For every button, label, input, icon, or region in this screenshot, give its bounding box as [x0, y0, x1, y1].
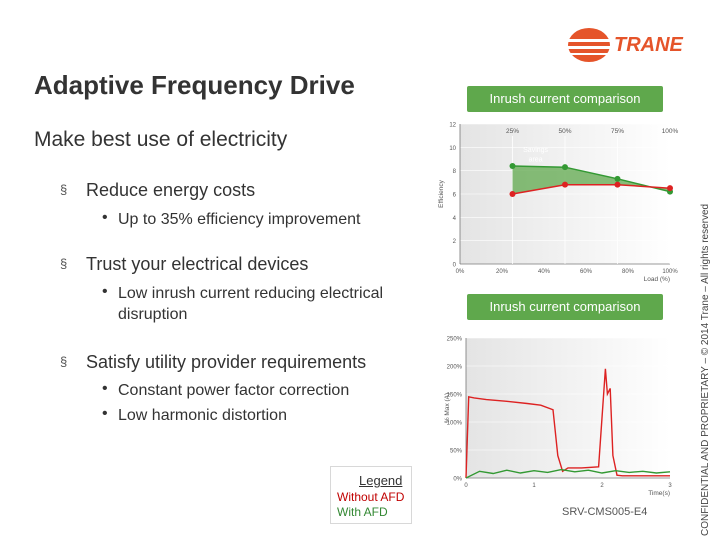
slide-subtitle: Make best use of electricity [34, 128, 288, 151]
x-tick-label: 40% [538, 269, 551, 275]
data-point [509, 163, 516, 169]
top-tick-label: 100% [662, 128, 679, 135]
y-tick-label: 8 [453, 169, 457, 175]
data-point [562, 181, 568, 188]
trane-logo: TRANE [566, 26, 688, 64]
x-tick-label: 0% [456, 269, 465, 275]
y-tick-label: 50% [450, 449, 463, 455]
sub-bullet-mark: • [102, 380, 108, 397]
inrush-chart: 250% 200% 150% 100% 50% 0%0 1 2 3 % Max (A) Time(s… [444, 337, 672, 498]
y-tick-label: 10 [449, 146, 456, 152]
y-tick-label: 100% [447, 421, 463, 427]
y-tick-label: 0 [453, 263, 457, 269]
slide-title: Adaptive Frequency Drive [34, 70, 355, 100]
x-tick-label: 1 [532, 483, 536, 489]
legend-with-afd: With AFD [337, 505, 388, 519]
bullet-text: Reduce energy costs [86, 180, 256, 200]
series-line [465, 468, 671, 479]
x-tick-label: 100% [662, 269, 678, 275]
series-line [512, 165, 671, 193]
sub-bullet-mark: • [102, 283, 108, 300]
series-line [512, 183, 671, 195]
top-tick-label: 25% [506, 128, 519, 135]
sub-bullet-text: Constant power factor correction [118, 382, 350, 399]
y-tick-label: 4 [453, 216, 457, 222]
y-tick-label: 6 [453, 193, 457, 199]
plot-area [466, 338, 670, 478]
top-tick-label: 75% [611, 128, 624, 135]
y-axis-label: % Max (A) [444, 393, 451, 423]
x-tick-label: 2 [600, 483, 604, 489]
x-tick-label: 0 [464, 483, 468, 489]
x-tick-label: 3 [668, 483, 672, 489]
x-axis-label: Time(s) [648, 490, 670, 497]
data-point [614, 181, 621, 188]
bullet-mark: § [60, 354, 68, 369]
series-line [465, 368, 670, 479]
y-tick-label: 0% [453, 477, 462, 483]
top-tick-label: 50% [558, 128, 571, 135]
x-tick-label: 80% [622, 269, 635, 275]
savings-area [512, 166, 670, 194]
efficiency-chart: 12 10 8 6 4 2 00% 20% 40% 60% 80% 100% Efficiency Loa… [438, 123, 679, 284]
chart2-header: Inrush current comparison [467, 294, 663, 320]
sub-bullet-text: Low harmonic distortion [118, 407, 287, 424]
bullet-text: Trust your electrical devices [86, 254, 309, 274]
sub-bullet-mark: • [102, 209, 108, 226]
x-axis-label: Load (%) [644, 276, 670, 283]
x-tick-label: 20% [496, 269, 509, 275]
savings-annotation-line1: Savings [523, 147, 548, 154]
y-tick-label: 2 [453, 239, 457, 245]
data-point [614, 175, 621, 182]
data-point [509, 191, 516, 197]
y-tick-label: 150% [447, 393, 463, 399]
sub-bullet-text: Up to 35% efficiency improvement [118, 211, 361, 228]
bullet-mark: § [60, 256, 68, 271]
data-point [667, 185, 673, 192]
y-tick-label: 12 [449, 123, 456, 129]
sub-bullet-text: Low inrush current reducing electrical d… [118, 285, 384, 323]
chart1-header: Inrush current comparison [467, 86, 663, 112]
legend-box: Legend Without AFD With AFD [330, 466, 412, 524]
legend-title: Legend [359, 473, 403, 488]
y-tick-label: 200% [447, 365, 463, 371]
y-tick-label: 250% [447, 337, 463, 343]
bullet-mark: § [60, 182, 68, 197]
footer-code: SRV-CMS005-E4 [562, 506, 648, 518]
savings-annotation-line2: area [529, 156, 543, 163]
logo-text: TRANE [614, 34, 683, 56]
bullet-text: Satisfy utility provider requirements [86, 352, 367, 372]
sub-bullet-mark: • [102, 405, 108, 422]
x-tick-label: 60% [580, 269, 593, 275]
data-point [562, 164, 568, 171]
legend-without-afd: Without AFD [337, 490, 405, 504]
y-axis-label: Efficiency [438, 179, 445, 207]
trane-logo-icon [566, 28, 612, 62]
confidential-notice: CONFIDENTIAL AND PROPRIETARY – © 2014 Tr… [700, 203, 711, 536]
